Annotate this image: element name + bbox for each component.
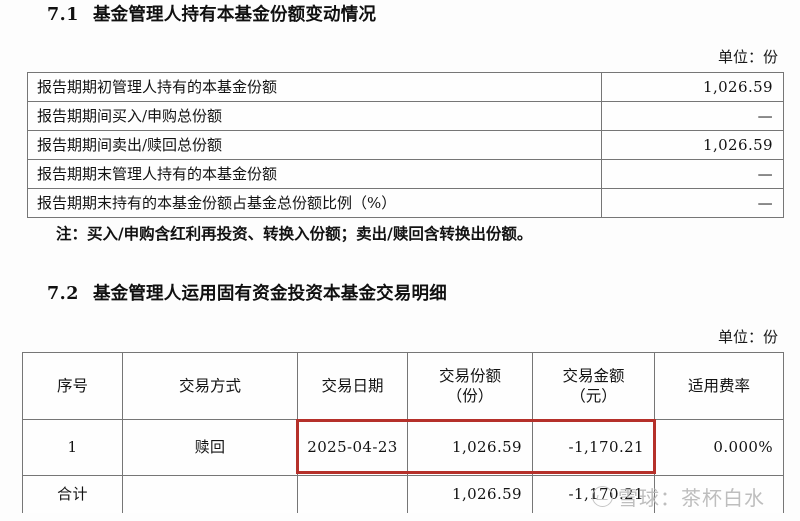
- column-header-seq: 序号: [22, 352, 123, 420]
- unit-label-table-1: 单位：份: [717, 48, 778, 66]
- column-header-type: 交易方式: [122, 352, 298, 420]
- table-header-row: 序号 交易方式 交易日期 交易份额 （份） 交易金额 （元） 适用费率: [22, 352, 784, 420]
- cell-total-label: 合计: [22, 475, 123, 514]
- cell-total-shares: 1,026.59: [407, 475, 533, 514]
- column-header-rate-line1: 适用费率: [687, 376, 750, 395]
- unit-label-table-2: 单位：份: [717, 328, 778, 346]
- table-row: 报告期期末管理人持有的本基金份额 —: [27, 159, 784, 189]
- watermark: 雪球：茶杯白水: [592, 482, 765, 511]
- cell-amount: -1,170.21: [532, 419, 655, 476]
- cell-date: 2025-04-23: [297, 419, 408, 476]
- column-header-date: 交易日期: [297, 352, 408, 420]
- table-note: 注：买入/申购含红利再投资、转换入份额；卖出/赎回含转换出份额。: [56, 224, 533, 243]
- column-header-type-line1: 交易方式: [178, 376, 241, 395]
- section-heading-7-1: 7.1 基金管理人持有本基金份额变动情况: [47, 1, 376, 26]
- section-title-7-2: 基金管理人运用固有资金投资本基金交易明细: [92, 284, 447, 304]
- table-row: 1 赎回 2025-04-23 1,026.59 -1,170.21 0.000…: [22, 419, 784, 476]
- column-header-date-line1: 交易日期: [321, 376, 384, 395]
- section-heading-7-2: 7.2 基金管理人运用固有资金投资本基金交易明细: [47, 280, 447, 305]
- row-value: —: [601, 159, 784, 189]
- table-manager-shareholding: 报告期期初管理人持有的本基金份额 1,026.59 报告期期间买入/申购总份额 …: [27, 72, 784, 218]
- table-total-row: 合计 1,026.59 -1,170.21: [22, 475, 784, 514]
- page-bottom-edge: [0, 513, 800, 521]
- column-header-amount: 交易金额 （元）: [532, 352, 655, 420]
- section-number-7-1: 7.1: [47, 5, 79, 25]
- table-proprietary-transactions: 序号 交易方式 交易日期 交易份额 （份） 交易金额 （元） 适用费率: [22, 352, 784, 514]
- column-header-shares-line2: （份）: [446, 387, 494, 405]
- row-value: 1,026.59: [601, 130, 784, 160]
- cell-rate: 0.000%: [654, 419, 784, 476]
- row-label: 报告期期间卖出/赎回总份额: [27, 130, 602, 160]
- column-header-shares-line1: 交易份额: [438, 366, 501, 385]
- column-header-amount-line1: 交易金额: [562, 366, 625, 385]
- row-value: —: [601, 188, 784, 218]
- row-value: —: [601, 101, 784, 131]
- cell-total-date: [297, 475, 408, 514]
- section-title-7-1: 基金管理人持有本基金份额变动情况: [92, 5, 377, 25]
- cell-total-type: [122, 475, 298, 514]
- row-label: 报告期期末管理人持有的本基金份额: [27, 159, 602, 189]
- table-row: 报告期期初管理人持有的本基金份额 1,026.59: [27, 72, 784, 102]
- cell-shares: 1,026.59: [407, 419, 533, 476]
- row-label: 报告期期末持有的本基金份额占基金总份额比例（%）: [27, 188, 602, 218]
- column-header-shares: 交易份额 （份）: [407, 352, 533, 420]
- cell-total-rate: [654, 475, 784, 514]
- cell-seq: 1: [22, 419, 123, 476]
- cell-type: 赎回: [122, 419, 298, 476]
- row-label: 报告期期间买入/申购总份额: [27, 101, 602, 131]
- xueqiu-logo-icon: [592, 486, 613, 507]
- row-value: 1,026.59: [601, 72, 784, 102]
- column-header-rate: 适用费率: [654, 352, 784, 420]
- column-header-seq-line1: 序号: [56, 376, 88, 395]
- row-label: 报告期期初管理人持有的本基金份额: [27, 72, 602, 102]
- section-number-7-2: 7.2: [47, 284, 79, 304]
- table-row: 报告期期间买入/申购总份额 —: [27, 101, 784, 131]
- table-row: 报告期期末持有的本基金份额占基金总份额比例（%） —: [27, 188, 784, 218]
- table-row: 报告期期间卖出/赎回总份额 1,026.59: [27, 130, 784, 160]
- column-header-amount-line2: （元）: [570, 387, 617, 405]
- watermark-text: 雪球：茶杯白水: [618, 486, 765, 510]
